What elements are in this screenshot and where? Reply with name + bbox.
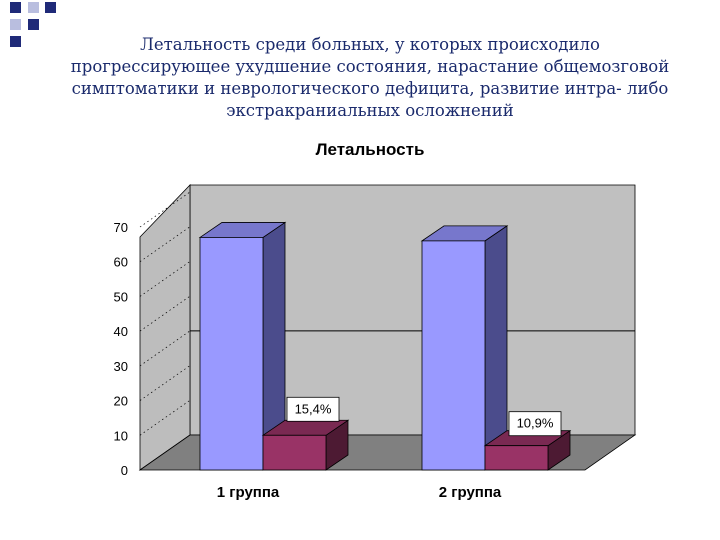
- corner-square-1: [10, 2, 21, 13]
- bar-series2: [483, 429, 572, 471]
- x-category-label: 2 группа: [439, 484, 502, 501]
- side-gridline: [139, 330, 191, 367]
- y-tick-label: 50: [114, 289, 128, 304]
- corner-square-5: [28, 19, 39, 30]
- y-tick-label: 20: [114, 394, 128, 409]
- side-gridline: [139, 295, 191, 332]
- y-tick-label: 30: [114, 359, 128, 374]
- corner-square-6: [10, 36, 21, 47]
- x-category-label: 1 группа: [217, 484, 280, 501]
- side-gridline: [139, 191, 191, 228]
- side-gridline: [139, 226, 191, 263]
- svg-text:15,4%: 15,4%: [295, 401, 332, 416]
- bar-series1: [198, 221, 287, 471]
- corner-square-3: [45, 2, 56, 13]
- svg-text:10,9%: 10,9%: [517, 416, 554, 431]
- data-label: 15,4%: [286, 396, 340, 422]
- y-tick-label: 10: [114, 428, 128, 443]
- corner-square-4: [10, 19, 21, 30]
- side-wall: [139, 184, 191, 471]
- side-gridline: [139, 399, 191, 436]
- side-gridline: [139, 365, 191, 401]
- bar-series1: [420, 225, 509, 471]
- bar-series2: [261, 419, 350, 471]
- side-gridline: [139, 261, 191, 297]
- y-tick-label: 70: [114, 220, 128, 235]
- y-tick-label: 0: [121, 463, 128, 478]
- chart-title: Летальность: [315, 140, 425, 159]
- y-tick-label: 60: [114, 255, 128, 270]
- data-label: 10,9%: [508, 411, 562, 437]
- slide-title: Летальность среди больных, у которых про…: [70, 35, 670, 120]
- y-tick-label: 40: [114, 324, 128, 339]
- corner-square-2: [28, 2, 39, 13]
